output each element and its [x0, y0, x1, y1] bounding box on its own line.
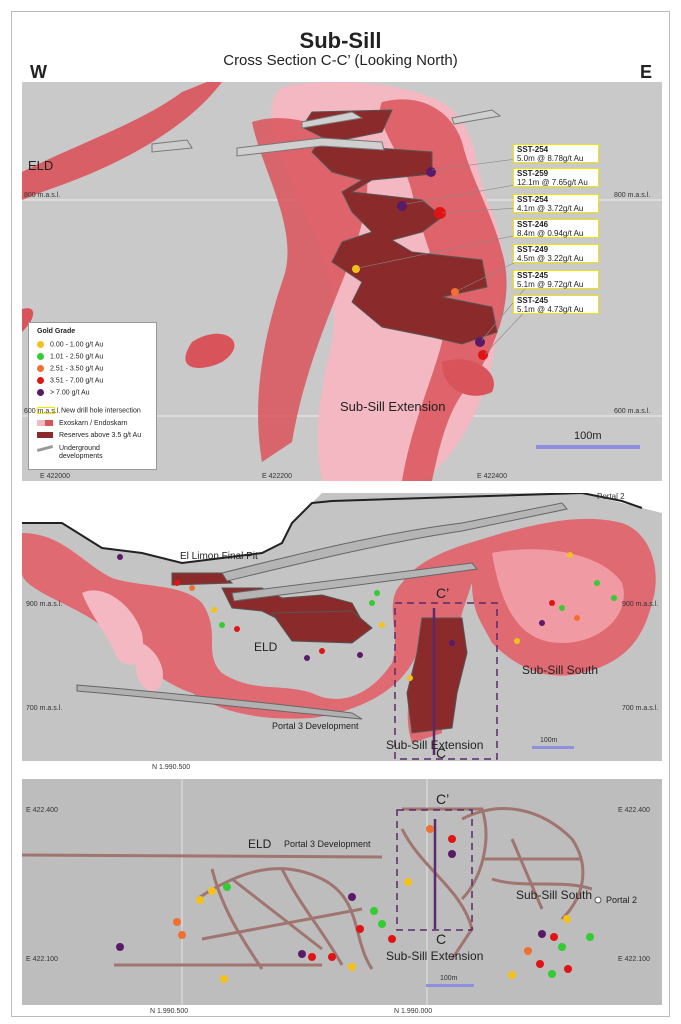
legend-item: 0.00 - 1.00 g/t Au: [37, 341, 103, 348]
easting-label: E 422.100: [26, 956, 58, 963]
elevation-label: 600 m.a.s.l.: [614, 408, 651, 415]
legend-item: 2.51 - 3.50 g/t Au: [37, 365, 103, 372]
easting-label: E 422200: [262, 473, 292, 480]
orange-dot-icon: [37, 365, 44, 372]
legend-item: 3.51 - 7.00 g/t Au: [37, 377, 103, 384]
section-c-prime-label: C’: [436, 791, 450, 807]
legend-title: Gold Grade: [37, 328, 76, 335]
cross-section-graphic: [22, 82, 662, 481]
legend-item: > 7.00 g/t Au: [37, 389, 90, 396]
section-c-label: C: [436, 931, 447, 947]
intercept-callout: SST-249 4.5m @ 3.22g/t Au: [513, 244, 599, 263]
intercept-callout: SST-254 4.1m @ 3.72g/t Au: [513, 194, 599, 213]
portal-2-label: Portal 2: [606, 895, 638, 905]
easting-label: E 422400: [477, 473, 507, 480]
intercept-callout: SST-259 12.1m @ 7.65g/t Au: [513, 168, 599, 187]
legend-item: 1.01 - 2.50 g/t Au: [37, 353, 103, 360]
legend-item: Exoskarn / Endoskarn: [37, 420, 127, 427]
yellow-dot-icon: [37, 341, 44, 348]
northing-label: N 1.990.000: [394, 1008, 433, 1015]
elevation-label: 900 m.a.s.l.: [622, 601, 659, 608]
legend-item: Reserves above 3.5 g/t Au: [37, 432, 141, 439]
portal-3-label: Portal 3 Development: [284, 839, 371, 849]
easting-label: E 422.400: [26, 807, 58, 814]
east-label: E: [640, 62, 653, 82]
pit-label: El Limon Final Pit: [180, 551, 258, 562]
legend-item: New drill hole intersection: [37, 407, 141, 414]
figure-subtitle: Cross Section C-C’ (Looking North): [223, 52, 458, 69]
long-section-panel: Portal 2 El Limon Final Pit ELD 900 m.a.…: [22, 493, 662, 761]
extension-label: Sub-Sill Extension: [340, 399, 446, 414]
plan-view-panel: E 422.400 E 422.400 E 422.100 E 422.100 …: [22, 779, 662, 1005]
elevation-label: 700 m.a.s.l.: [622, 705, 659, 712]
elevation-label: 900 m.a.s.l.: [26, 601, 63, 608]
elevation-label: 800 m.a.s.l.: [614, 192, 651, 199]
sub-sill-south-label: Sub-Sill South: [522, 663, 599, 677]
scale-label: 100m: [574, 430, 602, 442]
section-c-label: C: [436, 745, 447, 761]
skarn-swatch-icon: [37, 420, 53, 427]
elevation-label: 700 m.a.s.l.: [26, 705, 63, 712]
legend-item: Underground developments: [36, 444, 129, 461]
extension-label: Sub-Sill Extension: [386, 738, 484, 752]
eld-label: ELD: [254, 640, 278, 654]
extension-label: Sub-Sill Extension: [386, 949, 484, 963]
legend: Gold Grade 0.00 - 1.00 g/t Au 1.01 - 2.5…: [28, 322, 157, 470]
figure-title: Sub-Sill: [299, 28, 382, 53]
plan-view-graphic: [22, 779, 602, 1005]
elevation-label: 800 m.a.s.l.: [24, 192, 61, 199]
sub-sill-south-label: Sub-Sill South: [516, 888, 593, 902]
scale-bar: [536, 445, 640, 449]
long-section-graphic: [22, 493, 662, 760]
west-label: W: [30, 62, 47, 82]
eld-label: ELD: [248, 837, 272, 851]
scale-label: 100m: [540, 737, 558, 744]
scale-label: 100m: [440, 975, 458, 982]
yellow-box-icon: [37, 407, 55, 414]
easting-label: E 422.400: [618, 807, 650, 814]
intercept-callout: SST-254 5.0m @ 8.78g/t Au: [513, 144, 599, 163]
northing-label: N 1.990.500: [150, 1008, 189, 1015]
portal-3-label: Portal 3 Development: [272, 721, 359, 731]
green-dot-icon: [37, 353, 44, 360]
red-dot-icon: [37, 377, 44, 384]
elevation-label: 600 m.a.s.l.: [24, 408, 61, 415]
section-c-prime-label: C’: [436, 585, 450, 601]
intercept-callout: SST-246 8.4m @ 0.94g/t Au: [513, 219, 599, 238]
figure-frame: [11, 11, 670, 1017]
easting-label: E 422.100: [618, 956, 650, 963]
eld-label: ELD: [28, 158, 54, 173]
portal-2-label: Portal 2: [597, 493, 625, 501]
northing-label: N 1.990.500: [152, 764, 191, 771]
reserves-swatch-icon: [37, 432, 53, 439]
intercept-callout: SST-245 5.1m @ 9.72g/t Au: [513, 270, 599, 289]
tunnel-swatch-icon: [36, 444, 54, 452]
intercept-callout: SST-245 5.1m @ 4.73g/t Au: [513, 295, 599, 314]
purple-dot-icon: [37, 389, 44, 396]
easting-label: E 422000: [40, 473, 70, 480]
